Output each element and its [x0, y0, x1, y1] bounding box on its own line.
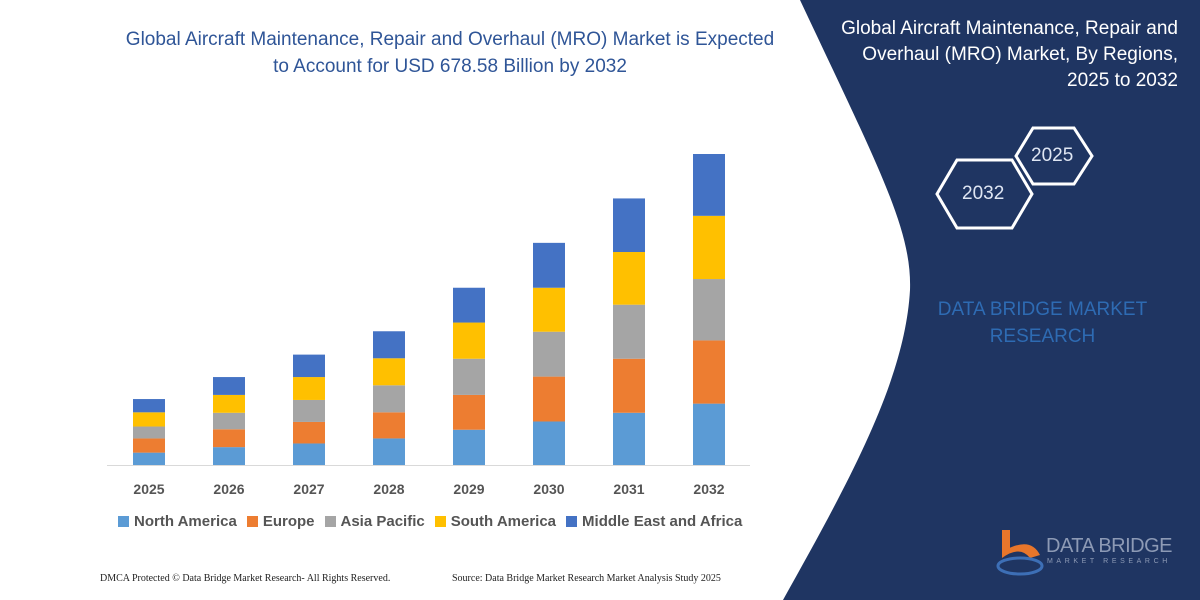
- legend-item: North America: [118, 513, 237, 530]
- bar-segment-2028-europe: [373, 412, 405, 439]
- bar-segment-2025-europe: [133, 438, 165, 453]
- legend-label: Europe: [262, 513, 315, 530]
- legend-swatch: [324, 516, 336, 527]
- x-tick-label: 2029: [453, 481, 484, 497]
- bar-segment-2026-asia-pacific: [213, 412, 245, 430]
- bar-segment-2027-europe: [293, 421, 325, 444]
- hex-label-2025: 2025: [1031, 145, 1074, 166]
- bar-segment-2031-south-america: [613, 252, 645, 305]
- hexagon-2032: [935, 158, 1034, 230]
- legend-item: Europe: [246, 513, 315, 530]
- legend-item: South America: [434, 513, 557, 530]
- hexagon-2025: [1014, 126, 1094, 186]
- bar-segment-2025-middle-east-and-africa: [133, 399, 165, 413]
- bar-segment-2028-north-america: [373, 438, 405, 465]
- bar-segment-2029-europe: [453, 394, 485, 430]
- side-panel-title: Global Aircraft Maintenance, Repair and …: [841, 18, 1178, 91]
- bar-segment-2027-north-america: [293, 443, 325, 465]
- bar-segment-2030-asia-pacific: [533, 331, 565, 377]
- bar-segment-2031-north-america: [613, 412, 645, 465]
- bar-segment-2032-south-america: [693, 215, 725, 280]
- bar-segment-2029-middle-east-and-africa: [453, 287, 485, 323]
- bar-segment-2027-middle-east-and-africa: [293, 354, 325, 378]
- bar-segment-2027-south-america: [293, 377, 325, 400]
- bar-segment-2031-asia-pacific: [613, 304, 645, 359]
- brand-text: DATA BRIDGE MARKET RESEARCH: [937, 299, 1148, 347]
- bar-segment-2031-europe: [613, 358, 645, 413]
- x-tick-label: 2025: [133, 481, 164, 497]
- bar-segment-2028-middle-east-and-africa: [373, 331, 405, 359]
- hex-label-2032: 2032: [962, 183, 1005, 204]
- logo-text: DATA BRIDGE: [1046, 535, 1173, 557]
- bar-segment-2030-middle-east-and-africa: [533, 242, 565, 288]
- x-tick-label: 2031: [613, 481, 644, 497]
- legend-swatch: [246, 516, 258, 527]
- footer-source: Source: Data Bridge Market Research Mark…: [452, 573, 721, 584]
- chart-title: Global Aircraft Maintenance, Repair and …: [125, 29, 775, 77]
- bar-segment-2032-middle-east-and-africa: [693, 154, 725, 216]
- bar-segment-2026-south-america: [213, 394, 245, 413]
- x-tick-label: 2030: [533, 481, 564, 497]
- bar-segment-2027-asia-pacific: [293, 399, 325, 422]
- legend-swatch: [434, 516, 446, 527]
- stacked-bar-chart: 2025 2026 2027 2028 2029 2030 2031 2032: [107, 154, 750, 497]
- bar-segment-2032-europe: [693, 340, 725, 404]
- logo-icon: [996, 530, 1044, 576]
- legend-item: Middle East and Africa: [566, 513, 742, 530]
- legend-label: North America: [134, 513, 237, 530]
- footer-copyright: DMCA Protected © Data Bridge Market Rese…: [100, 573, 391, 584]
- bar-segment-2029-asia-pacific: [453, 358, 485, 395]
- legend: North America Europe Asia Pacific South Ame…: [118, 513, 742, 530]
- bar-segment-2028-south-america: [373, 358, 405, 386]
- bar-segment-2026-north-america: [213, 447, 245, 465]
- legend-label: Asia Pacific: [340, 513, 425, 530]
- legend-label: South America: [450, 513, 557, 530]
- bar-segment-2026-europe: [213, 429, 245, 448]
- bar-segment-2030-north-america: [533, 421, 565, 465]
- bar-segment-2032-north-america: [693, 403, 725, 465]
- bar-segment-2032-asia-pacific: [693, 279, 725, 341]
- legend-item: Asia Pacific: [324, 513, 425, 530]
- x-tick-label: 2026: [213, 481, 244, 497]
- bar-segment-2026-middle-east-and-africa: [213, 377, 245, 395]
- bar-segment-2025-asia-pacific: [133, 426, 165, 439]
- x-tick-label: 2028: [373, 481, 404, 497]
- bar-segment-2025-north-america: [133, 452, 165, 465]
- x-tick-label: 2032: [693, 481, 724, 497]
- bar-segment-2029-north-america: [453, 429, 485, 465]
- logo-subtext: MARKET RESEARCH: [1047, 558, 1171, 565]
- side-panel: [783, 0, 1200, 600]
- legend-swatch: [566, 516, 578, 527]
- x-tick-label: 2027: [293, 481, 324, 497]
- bar-segment-2030-south-america: [533, 287, 565, 332]
- bar-segment-2030-europe: [533, 376, 565, 422]
- bar-segment-2028-asia-pacific: [373, 385, 405, 413]
- legend-label: Middle East and Africa: [582, 513, 743, 530]
- legend-swatch: [118, 516, 129, 527]
- bar-segment-2029-south-america: [453, 322, 485, 359]
- bar-segment-2025-south-america: [133, 412, 165, 427]
- bar-segment-2031-middle-east-and-africa: [613, 198, 645, 253]
